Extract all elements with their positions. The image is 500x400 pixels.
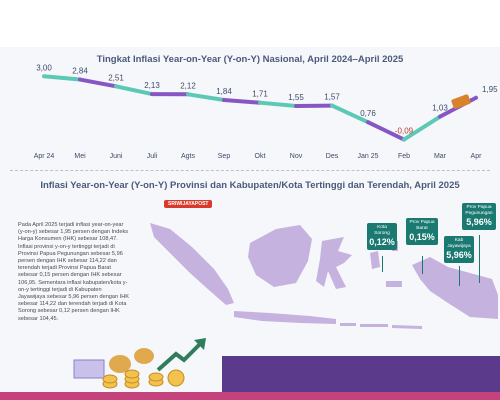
value-label-8: 1,57 <box>324 93 340 102</box>
x-tick-label-10: Feb <box>398 153 410 160</box>
x-tick-label-0: Apr 24 <box>34 153 55 160</box>
line-segment-8 <box>330 103 370 125</box>
x-tick-label-1: Mei <box>74 153 86 160</box>
x-tick-label-7: Nov <box>290 153 303 160</box>
x-tick-label-8: Des <box>326 153 339 160</box>
callout-pin-prov-papua-pegunungan <box>479 235 480 283</box>
line-segment-9 <box>366 120 406 142</box>
line-segment-2 <box>114 84 154 97</box>
kalimantan-island <box>248 225 312 287</box>
line-segment-10 <box>402 114 442 142</box>
value-label-5: 1,84 <box>216 87 232 96</box>
value-label-7: 1,55 <box>288 93 304 102</box>
indonesia-map <box>150 223 498 329</box>
callout-kota-sorong: Kota Sorong 0,12% <box>367 223 397 250</box>
pink-footer-strip <box>0 392 500 400</box>
value-label-3: 2,13 <box>144 81 160 90</box>
sumatra-island <box>150 223 234 305</box>
value-label-12: 1,95 <box>482 85 498 94</box>
value-label-2: 2,51 <box>108 73 124 82</box>
x-tick-label-5: Sep <box>218 153 231 160</box>
purple-footer-panel <box>222 356 500 392</box>
value-label-9: 0,76 <box>360 109 376 118</box>
callout-pin-prov-papua-barat <box>422 256 423 274</box>
value-label-11: 1,03 <box>432 104 448 113</box>
x-tick-label-9: Jan 25 <box>357 153 378 160</box>
national-inflation-line-chart: 3,00 Apr 24 2,84 Mei 2,51 Juni 2,13 Juli 2,12 Agt… <box>34 63 498 160</box>
sriwijayapost-logo: SRIWIJAYAPOST <box>164 200 213 208</box>
callout-pin-kab-jayawijaya <box>459 266 460 286</box>
callout-pin-kota-sorong <box>382 256 383 272</box>
nusa-tenggara-islands <box>340 323 422 329</box>
value-label-6: 1,71 <box>252 90 268 99</box>
line-segment-1 <box>78 77 118 89</box>
x-tick-label-11: Mar <box>434 153 447 160</box>
national-chart-title: Tingkat Inflasi Year-on-Year (Y-on-Y) Na… <box>96 54 404 65</box>
x-tick-label-3: Juli <box>147 153 158 160</box>
line-segment-4 <box>186 92 226 103</box>
value-label-0: 3,00 <box>36 63 52 72</box>
summary-paragraph: Pada April 2025 terjadi inflasi year-on-… <box>18 222 130 322</box>
value-label-10: -0,09 <box>395 127 414 136</box>
callout-kab-jayawijaya: Kab Jayawijaya 5,96% <box>444 236 474 263</box>
value-label-1: 2,84 <box>72 67 88 76</box>
line-segment-6 <box>258 100 298 108</box>
callout-prov-papua-pegunungan: Prov Papua Pegunungan 5,96% <box>462 203 496 230</box>
sulawesi-island <box>316 237 352 289</box>
x-tick-label-12: Apr <box>471 153 483 160</box>
java-island <box>234 311 336 324</box>
x-tick-label-2: Juni <box>110 153 123 160</box>
maluku-islands <box>370 241 402 287</box>
line-segment-0 <box>42 74 82 82</box>
top-band <box>0 0 500 47</box>
price-tag-icon <box>451 94 471 109</box>
provincial-map-title: Inflasi Year-on-Year (Y-on-Y) Provinsi d… <box>40 180 460 191</box>
line-segment-5 <box>222 98 262 105</box>
x-tick-label-6: Okt <box>255 153 266 160</box>
x-tick-label-4: Agts <box>181 153 196 160</box>
money-illustration <box>73 338 206 389</box>
callout-prov-papua-barat: Prov Papua Barat 0,15% <box>406 218 438 245</box>
papua-island <box>412 257 498 319</box>
value-label-4: 2,12 <box>180 81 196 90</box>
section-divider <box>10 170 490 171</box>
